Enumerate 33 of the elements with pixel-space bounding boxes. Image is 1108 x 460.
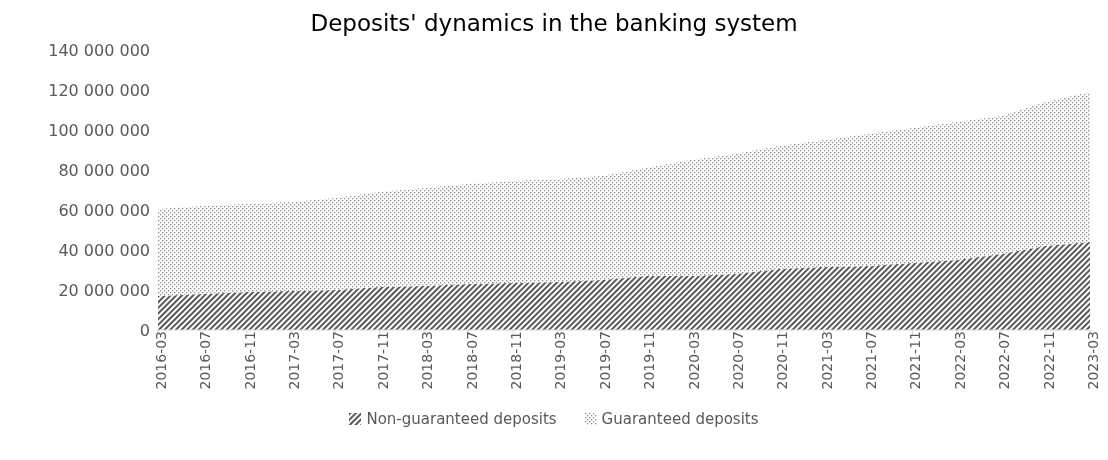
x-tick-label: 2017-07 — [330, 331, 347, 390]
x-tick-label: 2019-03 — [552, 331, 569, 390]
y-tick-label: 0 — [139, 320, 150, 340]
chart-title: Deposits' dynamics in the banking system — [309, 9, 799, 38]
y-tick-label: 60 000 000 — [58, 200, 150, 220]
x-tick-label: 2018-03 — [419, 331, 436, 390]
x-tick-label: 2020-03 — [685, 331, 702, 390]
y-tick-label: 120 000 000 — [48, 80, 150, 100]
x-tick-label: 2022-07 — [996, 331, 1013, 390]
x-tick-label: 2021-03 — [818, 331, 835, 390]
x-tick-label: 2018-11 — [507, 331, 524, 390]
x-tick-label: 2019-11 — [641, 331, 658, 390]
x-tick-label: 2022-11 — [1040, 331, 1057, 390]
y-tick-label: 20 000 000 — [58, 280, 150, 300]
legend-label: Guaranteed deposits — [601, 410, 759, 428]
x-tick-label: 2016-03 — [152, 331, 169, 390]
y-tick-label: 140 000 000 — [48, 40, 150, 60]
x-tick-label: 2019-07 — [596, 331, 613, 390]
y-tick-label: 100 000 000 — [48, 120, 150, 140]
x-tick-label: 2016-07 — [197, 331, 214, 390]
x-tick-label: 2023-03 — [1084, 331, 1101, 390]
legend-label: Non-guaranteed deposits — [366, 410, 557, 428]
x-tick-label: 2018-07 — [463, 331, 480, 390]
x-tick-label: 2020-07 — [729, 331, 746, 390]
x-tick-label: 2017-11 — [374, 331, 391, 390]
y-tick-label: 40 000 000 — [58, 240, 150, 260]
y-tick-label: 80 000 000 — [58, 160, 150, 180]
x-tick-label: 2021-11 — [907, 331, 924, 390]
x-tick-label: 2020-11 — [774, 331, 791, 390]
x-tick-label: 2016-11 — [241, 331, 258, 390]
x-tick-label: 2021-07 — [863, 331, 880, 390]
x-tick-label: 2022-03 — [951, 331, 968, 390]
x-tick-label: 2017-03 — [286, 331, 303, 390]
